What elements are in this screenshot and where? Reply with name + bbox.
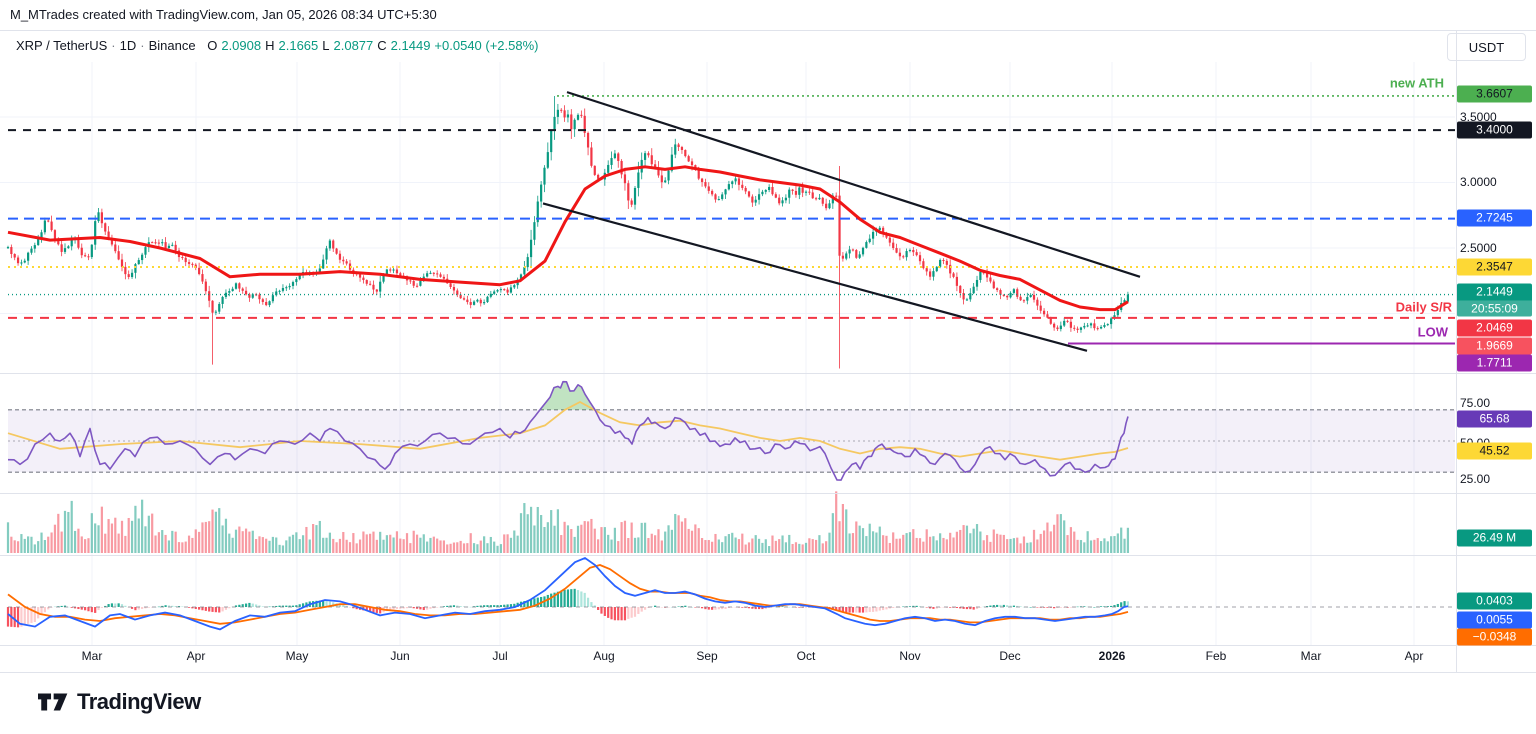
price-badge-45.52: 45.52 bbox=[1457, 442, 1532, 460]
axis-label-3.0000: 3.0000 bbox=[1460, 175, 1497, 189]
price-badge-0.0055: 0.0055 bbox=[1457, 611, 1532, 629]
month-label-Jun: Jun bbox=[390, 649, 410, 663]
month-label-Feb: Feb bbox=[1205, 649, 1227, 663]
pane-separator-rsi[interactable] bbox=[0, 373, 1536, 374]
price-badge-3.6607: 3.6607 bbox=[1457, 85, 1532, 103]
month-label-Nov: Nov bbox=[899, 649, 921, 663]
axis-label-3.5000: 3.5000 bbox=[1460, 110, 1497, 124]
price-badge-2.1449: 2.1449 20:55:09 bbox=[1457, 283, 1532, 317]
header-part-2: 1D bbox=[119, 38, 137, 53]
month-label-Apr: Apr bbox=[1404, 649, 1424, 663]
price-badge-1.7711: 1.7711 bbox=[1457, 354, 1532, 372]
axis-label-2.5000: 2.5000 bbox=[1460, 241, 1497, 255]
header-part-0: XRP / TetherUS bbox=[16, 38, 108, 53]
header-part-7: 2.0908 bbox=[221, 38, 262, 53]
price-badge-65.68: 65.68 bbox=[1457, 410, 1532, 428]
chart-bottom-border bbox=[0, 672, 1536, 673]
month-label-Dec: Dec bbox=[999, 649, 1021, 663]
pane-separator-macd[interactable] bbox=[0, 555, 1536, 556]
price-badge-26.49M: 26.49 M bbox=[1457, 529, 1532, 547]
attribution-text: M_MTrades created with TradingView.com, … bbox=[10, 7, 437, 22]
price-badge-3.4000: 3.4000 bbox=[1457, 121, 1532, 139]
month-label-Mar: Mar bbox=[81, 649, 103, 663]
header-part-14: +0.0540 (+2.58%) bbox=[434, 38, 539, 53]
chart-label-new-ath[interactable]: new ATH bbox=[1389, 75, 1444, 91]
price-axis-border bbox=[1456, 30, 1457, 672]
price-badge-2.0469: 2.0469 bbox=[1457, 319, 1532, 337]
axis-label-75.00: 75.00 bbox=[1460, 396, 1491, 410]
month-label-Mar: Mar bbox=[1300, 649, 1322, 663]
header-part-8: H bbox=[265, 38, 275, 53]
month-label-Jul: Jul bbox=[492, 649, 508, 663]
header-divider bbox=[0, 30, 1536, 31]
month-label-Apr: Apr bbox=[186, 649, 206, 663]
header-part-3: · bbox=[140, 38, 145, 53]
chart-label-low[interactable]: LOW bbox=[1417, 324, 1448, 340]
price-badge-2.3547: 2.3547 bbox=[1457, 258, 1532, 276]
pane-separator-volume[interactable] bbox=[0, 493, 1536, 494]
header-part-4: Binance bbox=[148, 38, 196, 53]
price-badge-1.9669: 1.9669 bbox=[1457, 337, 1532, 355]
tradingview-logo-text: TradingView bbox=[77, 689, 201, 714]
header-part-1: · bbox=[111, 38, 116, 53]
month-label-Sep: Sep bbox=[696, 649, 718, 663]
month-label-Oct: Oct bbox=[796, 649, 816, 663]
currency-toggle-button[interactable]: USDT bbox=[1447, 33, 1526, 61]
price-badge-0.0403: 0.0403 bbox=[1457, 592, 1532, 610]
chart-label-daily-s-r[interactable]: Daily S/R bbox=[1395, 299, 1452, 315]
month-label-Aug: Aug bbox=[593, 649, 615, 663]
chart-canvas[interactable] bbox=[0, 0, 1456, 672]
header-part-9: 2.1665 bbox=[278, 38, 319, 53]
header-part-13: 2.1449 bbox=[390, 38, 431, 53]
header-part-6: O bbox=[207, 38, 218, 53]
time-axis-separator bbox=[0, 645, 1536, 646]
price-badge-−0.0348: −0.0348 bbox=[1457, 628, 1532, 646]
symbol-ohlc-header: XRP / TetherUS · 1D · Binance O 2.0908 H 2.1665… bbox=[16, 38, 543, 53]
month-label-May: May bbox=[285, 649, 309, 663]
countdown-timer: 20:55:09 bbox=[1457, 300, 1532, 317]
header-part-12: C bbox=[377, 38, 387, 53]
tradingview-logo-icon bbox=[38, 693, 68, 711]
tradingview-logo[interactable]: TradingView bbox=[38, 688, 201, 716]
header-part-11: 2.0877 bbox=[333, 38, 374, 53]
axis-label-25.00: 25.00 bbox=[1460, 472, 1491, 486]
header-part-10: L bbox=[322, 38, 330, 53]
price-badge-2.7245: 2.7245 bbox=[1457, 209, 1532, 227]
month-label-2026: 2026 bbox=[1098, 649, 1126, 663]
